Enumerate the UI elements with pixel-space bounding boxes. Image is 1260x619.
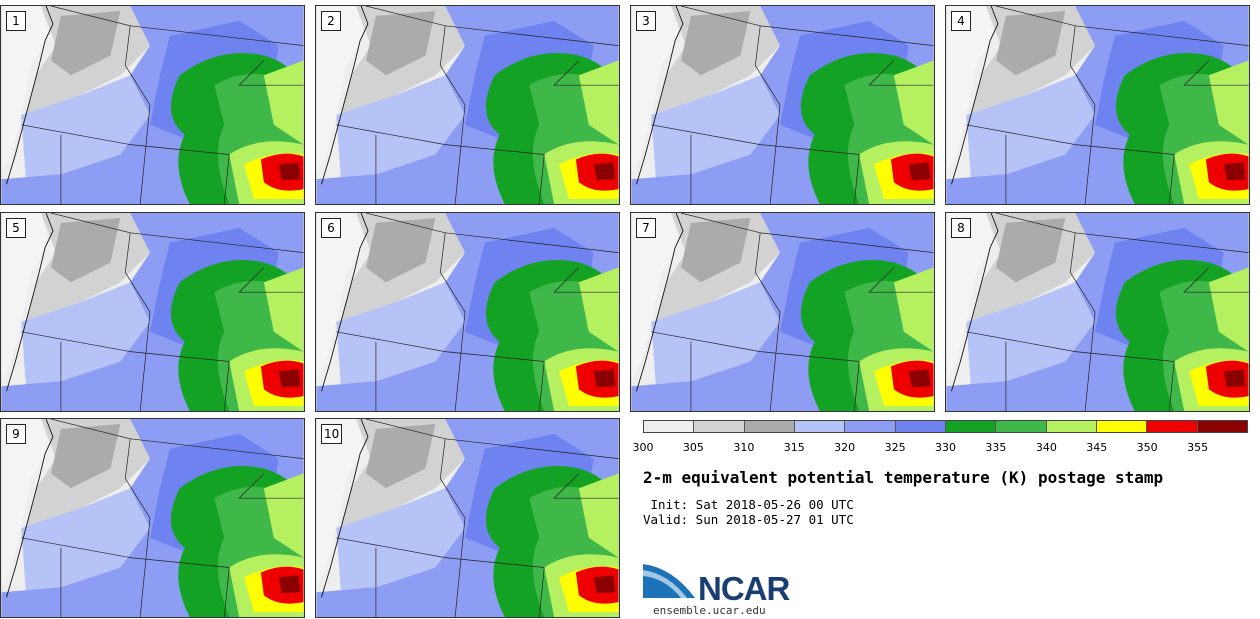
colorbar-tick-label: 320 — [834, 441, 856, 454]
panel-5: 5 — [0, 212, 305, 412]
colorbar-tick-label: 300 — [632, 441, 654, 454]
plot-title: 2-m equivalent potential temperature (K)… — [643, 468, 1164, 487]
map-image — [1, 6, 304, 204]
colorbar-tick-label: 305 — [682, 441, 704, 454]
map-image — [946, 6, 1249, 204]
map-image — [946, 213, 1249, 411]
colorbar-segment — [644, 421, 695, 432]
valid-time: Valid: Sun 2018-05-27 01 UTC — [643, 512, 854, 527]
colorbar-segment — [1197, 421, 1247, 432]
panel-number: 8 — [951, 218, 971, 238]
panel-2: 2 — [315, 5, 620, 205]
map-image — [1, 419, 304, 617]
panel-7: 7 — [630, 212, 935, 412]
ncar-logo-text: NCAR — [698, 570, 790, 607]
panel-number: 6 — [321, 218, 341, 238]
colorbar-segment — [845, 421, 896, 432]
colorbar-segment — [694, 421, 745, 432]
panel-6: 6 — [315, 212, 620, 412]
panel-number: 3 — [636, 11, 656, 31]
map-image — [316, 419, 619, 617]
panel-number: 9 — [6, 424, 26, 444]
panel-number: 2 — [321, 11, 341, 31]
panel-number: 7 — [636, 218, 656, 238]
colorbar-segment — [794, 421, 846, 432]
colorbar-tick-label: 335 — [985, 441, 1007, 454]
init-time: Init: Sat 2018-05-26 00 UTC — [643, 497, 854, 512]
colorbar-segment — [1147, 421, 1198, 432]
map-image — [631, 213, 934, 411]
panel-number: 10 — [321, 424, 343, 444]
colorbar-tick-label: 310 — [733, 441, 755, 454]
colorbar-tick-label: 330 — [935, 441, 956, 454]
colorbar-tick-label: 350 — [1136, 441, 1158, 454]
panel-4: 4 — [945, 5, 1250, 205]
panel-3: 3 — [630, 5, 935, 205]
map-image — [1, 213, 304, 411]
colorbar-tick-label: 345 — [1086, 441, 1108, 454]
colorbar-segment — [744, 421, 795, 432]
colorbar-segment — [945, 421, 997, 432]
colorbar-segment — [895, 421, 946, 432]
panel-10: 10 — [315, 418, 620, 618]
panel-8: 8 — [945, 212, 1250, 412]
colorbar-tick-label: 340 — [1035, 441, 1057, 454]
colorbar-tick-label: 325 — [884, 441, 906, 454]
colorbar-segment — [1096, 421, 1148, 432]
panel-number: 4 — [951, 11, 971, 31]
panel-9: 9 — [0, 418, 305, 618]
colorbar-segment — [996, 421, 1047, 432]
map-image — [316, 6, 619, 204]
panel-number: 5 — [6, 218, 26, 238]
ncar-logo — [643, 564, 695, 598]
map-image — [631, 6, 934, 204]
colorbar-segment — [1046, 421, 1097, 432]
colorbar-tick-label: 315 — [783, 441, 805, 454]
panel-1: 1 — [0, 5, 305, 205]
ensemble-url: ensemble.ucar.edu — [653, 604, 766, 617]
panel-number: 1 — [6, 11, 26, 31]
map-image — [316, 213, 619, 411]
colorbar-tick-label: 355 — [1187, 441, 1209, 454]
colorbar — [643, 420, 1248, 433]
